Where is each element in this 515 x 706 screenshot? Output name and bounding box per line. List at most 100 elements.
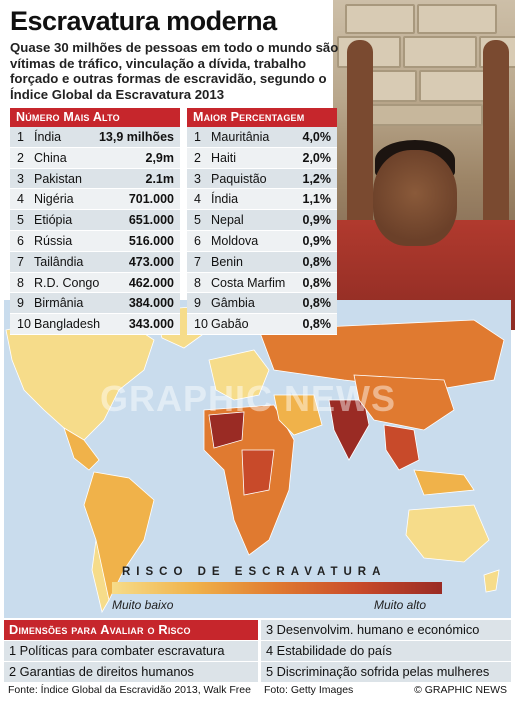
table-heading: Número Mais Alto	[10, 108, 180, 127]
row-value: 1,2%	[302, 171, 332, 186]
row-value: 0,9%	[302, 213, 332, 228]
dimension-item: 2 Garantias de direitos humanos	[4, 662, 258, 682]
row-country: Gâmbia	[211, 296, 255, 311]
table-row: 7 Tailândia 473.000	[10, 251, 180, 273]
legend-high-label: Muito alto	[374, 598, 427, 612]
row-country: Rússia	[34, 233, 73, 248]
row-country: Tailândia	[34, 254, 84, 269]
row-rank: 4	[194, 192, 201, 207]
watermark-graphic-news: GRAPHIC NEWS	[100, 378, 397, 419]
table-body: 1 Índia 13,9 milhões 2 China 2,9m 3 Pakistan 2.1…	[10, 127, 180, 335]
row-value: 651.000	[128, 213, 174, 228]
row-rank: 4	[17, 192, 24, 207]
table-row: 4 Nigéria 701.000	[10, 189, 180, 211]
table-row: 10 Gabão 0,8%	[187, 314, 337, 335]
row-value: 0,8%	[302, 296, 332, 311]
risk-dimensions: Dimensões para Avaliar o Risco 1 Polític…	[4, 620, 511, 682]
row-country: Gabão	[211, 317, 249, 332]
row-rank: 5	[194, 213, 201, 228]
table-row: 3 Pakistan 2.1m	[10, 168, 180, 190]
row-rank: 9	[194, 296, 201, 311]
table-row: 5 Nepal 0,9%	[187, 210, 337, 231]
row-value: 0,9%	[302, 233, 332, 248]
row-country: Índia	[34, 130, 62, 144]
table-row: 9 Birmânia 384.000	[10, 293, 180, 315]
table-row: 10 Bangladesh 343.000	[10, 314, 180, 335]
row-country: Benin	[211, 254, 243, 269]
row-country: Mauritânia	[211, 130, 270, 144]
row-rank: 2	[194, 150, 201, 165]
row-country: Nepal	[211, 213, 244, 228]
table-row: 6 Rússia 516.000	[10, 230, 180, 252]
source-credit: Fonte: Índice Global da Escravidão 2013,…	[8, 684, 251, 696]
row-value: 13,9 milhões	[98, 130, 174, 144]
row-value: 4,0%	[302, 130, 332, 144]
row-rank: 5	[17, 213, 24, 228]
row-value: 0,8%	[302, 254, 332, 269]
row-value: 0,8%	[302, 317, 332, 332]
row-country: Etiópia	[34, 213, 73, 228]
row-rank: 6	[17, 233, 24, 248]
row-country: Paquistão	[211, 171, 267, 186]
row-rank: 10	[17, 317, 31, 332]
row-country: Moldova	[211, 233, 259, 248]
row-rank: 7	[194, 254, 201, 269]
row-rank: 9	[17, 296, 24, 311]
legend-title: RISCO DE ESCRAVATURA	[122, 566, 387, 578]
page-subtitle: Quase 30 milhões de pessoas em todo o mu…	[10, 40, 339, 102]
legend-low-label: Muito baixo	[112, 598, 174, 612]
table-highest-percentage: Maior Percentagem 1 Mauritânia 4,0% 2 Haiti 2…	[187, 108, 337, 335]
row-value: 516.000	[128, 233, 174, 248]
row-rank: 8	[17, 275, 24, 290]
row-value: 384.000	[128, 296, 174, 311]
table-row: 9 Gâmbia 0,8%	[187, 293, 337, 315]
table-row: 5 Etiópia 651.000	[10, 210, 180, 231]
page-title: Escravatura moderna	[10, 6, 277, 36]
table-row: 1 Índia 13,9 milhões	[10, 127, 180, 148]
row-value: 343.000	[128, 317, 174, 332]
table-body: 1 Mauritânia 4,0% 2 Haiti 2,0% 3 Paquistão 1,2% 4…	[187, 127, 337, 335]
table-row: 2 China 2,9m	[10, 147, 180, 169]
dimension-item: 3 Desenvolvim. humano e económico	[261, 620, 511, 640]
row-value: 2,9m	[145, 150, 175, 165]
row-country: Birmânia	[34, 296, 84, 311]
row-country: Índia	[211, 192, 239, 207]
row-rank: 1	[17, 130, 24, 144]
row-value: 473.000	[128, 254, 174, 269]
dimension-item: 1 Políticas para combater escravatura	[4, 641, 258, 661]
row-value: 701.000	[128, 192, 174, 207]
table-row: 1 Mauritânia 4,0%	[187, 127, 337, 148]
row-rank: 1	[194, 130, 201, 144]
row-country: Costa Marfim	[211, 275, 286, 290]
row-rank: 10	[194, 317, 208, 332]
dimension-item: 5 Discriminação sofrida pelas mulheres	[261, 662, 511, 682]
row-rank: 3	[17, 171, 24, 186]
row-value: 2.1m	[145, 171, 175, 186]
table-row: 8 R.D. Congo 462.000	[10, 272, 180, 294]
row-rank: 7	[17, 254, 24, 269]
row-country: Bangladesh	[34, 317, 101, 332]
brand-credit: © GRAPHIC NEWS	[414, 684, 507, 696]
table-row: 4 Índia 1,1%	[187, 189, 337, 211]
row-rank: 2	[17, 150, 24, 165]
row-value: 1,1%	[302, 192, 332, 207]
table-row: 2 Haiti 2,0%	[187, 147, 337, 169]
table-row: 6 Moldova 0,9%	[187, 230, 337, 252]
row-country: R.D. Congo	[34, 275, 100, 290]
row-rank: 3	[194, 171, 201, 186]
legend-color-scale	[112, 582, 442, 594]
table-row: 8 Costa Marfim 0,8%	[187, 272, 337, 294]
row-value: 0,8%	[302, 275, 332, 290]
row-country: Pakistan	[34, 171, 82, 186]
row-rank: 6	[194, 233, 201, 248]
dimensions-heading: Dimensões para Avaliar o Risco	[4, 620, 258, 640]
photo-child-carrying-bricks	[333, 0, 515, 330]
world-risk-map	[4, 300, 511, 618]
photo-credit: Foto: Getty Images	[264, 684, 354, 696]
dimension-item: 4 Estabilidade do país	[261, 641, 511, 661]
row-rank: 8	[194, 275, 201, 290]
table-heading: Maior Percentagem	[187, 108, 337, 127]
row-value: 2,0%	[302, 150, 332, 165]
table-highest-number: Número Mais Alto 1 Índia 13,9 milhões 2 Chin…	[10, 108, 180, 335]
